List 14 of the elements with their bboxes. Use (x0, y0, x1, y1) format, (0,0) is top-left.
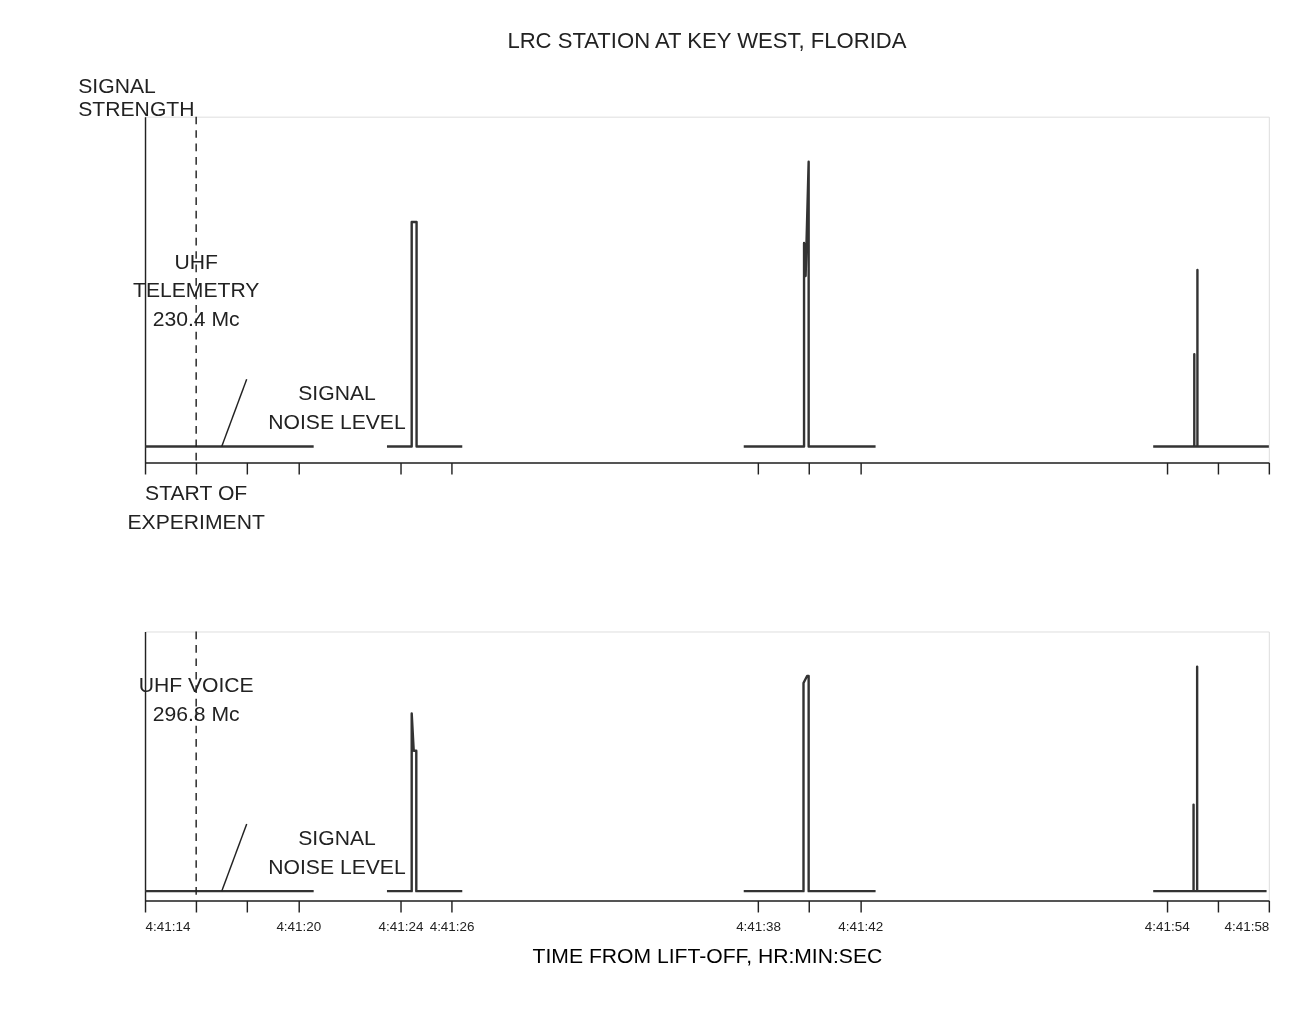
chart-title: LRC STATION AT KEY WEST, FLORIDA (507, 27, 907, 53)
x-tick-label: 4:41:54 (1144, 918, 1191, 934)
x-tick-label: 4:41:58 (1224, 918, 1270, 934)
x-tick-label: 4:41:38 (736, 918, 781, 934)
y-axis-title: SIGNAL STRENGTH (78, 74, 195, 121)
x-tick-label: 4:41:26 (429, 918, 475, 934)
x-tick-label: 4:41:24 (378, 918, 424, 934)
x-tick-label: 4:41:14 (145, 918, 191, 934)
x-tick-label: 4:41:42 (838, 918, 884, 934)
x-tick-label: 4:41:20 (276, 918, 322, 934)
x-axis-title: TIME FROM LIFT-OFF, HR:MIN:SEC (532, 944, 883, 968)
annotation: SIGNAL NOISE LEVEL (268, 381, 406, 434)
annotation: SIGNAL NOISE LEVEL (268, 826, 406, 878)
ref-line-label: START OF EXPERIMENT (127, 480, 265, 533)
